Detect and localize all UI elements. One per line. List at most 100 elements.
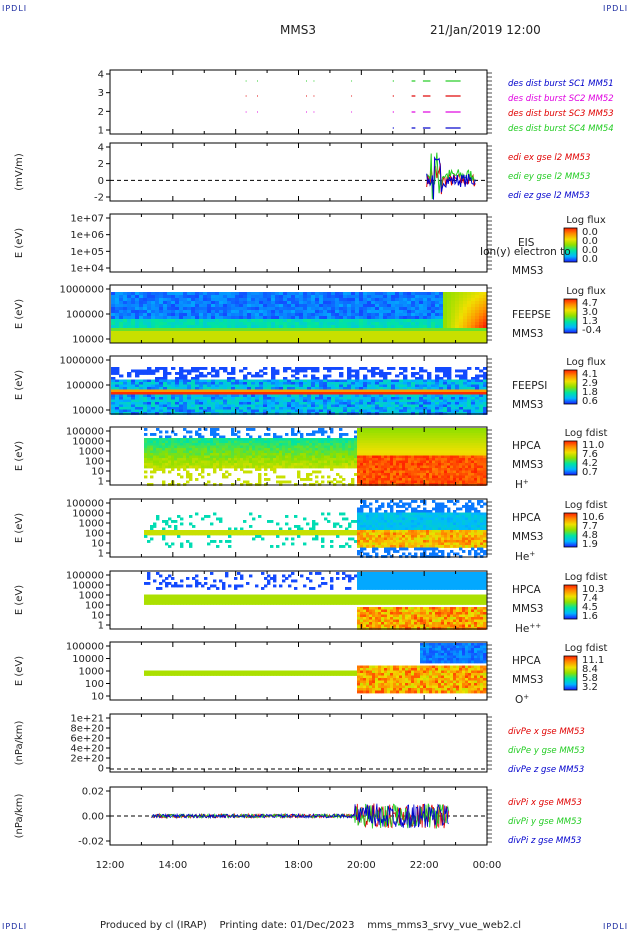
heatmap-cell: [379, 331, 384, 335]
heatmap-cell: [355, 304, 360, 308]
heatmap-cell: [267, 313, 272, 317]
heatmap-cell: [455, 319, 460, 323]
heatmap-cell: [335, 316, 340, 320]
heatmap-cell: [351, 480, 355, 484]
heatmap-cell: [275, 331, 280, 335]
heatmap-cell: [264, 473, 268, 476]
heatmap-cell: [463, 307, 468, 311]
heatmap-cell: [255, 295, 260, 299]
heatmap-cell: [247, 313, 252, 317]
heatmap-cell: [222, 445, 226, 449]
heatmap-cell: [479, 397, 484, 400]
heatmap-cell: [239, 409, 244, 413]
heatmap-cell: [187, 292, 192, 296]
heatmap-cell: [467, 331, 472, 335]
heatmap-cell: [213, 468, 217, 471]
heatmap-cell: [395, 295, 400, 299]
heatmap-cell: [203, 399, 208, 403]
heatmap-cell: [395, 387, 400, 390]
heatmap-cell: [327, 316, 332, 320]
heatmap-cell: [408, 475, 412, 479]
heatmap-cell: [163, 328, 168, 332]
heatmap-cell: [399, 445, 403, 449]
heatmap-cell: [231, 407, 236, 410]
heatmap-cell: [279, 392, 284, 395]
heatmap-cell: [115, 334, 120, 338]
heatmap-cell: [267, 409, 272, 413]
heatmap-cell: [307, 397, 312, 400]
heatmap-cell: [479, 310, 484, 314]
heatmap-cell: [311, 382, 316, 385]
heatmap-cell: [163, 304, 168, 308]
heatmap-cell: [279, 394, 284, 398]
heatmap-cell: [455, 374, 460, 378]
heatmap-cell: [267, 448, 271, 451]
heatmap-cell: [287, 407, 292, 410]
heatmap-cell: [219, 445, 223, 449]
heatmap-cell: [387, 384, 392, 388]
heatmap-cell: [299, 399, 304, 403]
heatmap-cell: [403, 298, 408, 302]
heatmap-cell: [275, 392, 280, 395]
heatmap-cell: [291, 428, 295, 431]
heatmap-cell: [175, 392, 180, 395]
heatmap-cell: [342, 440, 346, 444]
heatmap-cell: [443, 372, 448, 375]
heatmap-cell: [405, 430, 409, 434]
heatmap-cell: [237, 478, 241, 481]
heatmap-cell: [279, 475, 283, 479]
heatmap-cell: [143, 384, 148, 388]
heatmap-cell: [402, 460, 406, 464]
heatmap-cell: [443, 392, 448, 395]
heatmap-cell: [294, 458, 298, 461]
heatmap-cell: [307, 404, 312, 408]
heatmap-cell: [283, 397, 288, 400]
heatmap-cell: [411, 382, 416, 385]
heatmap-cell: [366, 440, 370, 444]
heatmap-cell: [336, 438, 340, 441]
heatmap-cell: [127, 328, 132, 332]
heatmap-cell: [423, 382, 428, 385]
heatmap-cell: [318, 453, 322, 456]
heatmap-cell: [143, 295, 148, 299]
heatmap-cell: [315, 319, 320, 323]
heatmap-cell: [249, 463, 253, 466]
heatmap-cell: [219, 453, 223, 456]
heatmap-cell: [379, 384, 384, 388]
heatmap-cell: [391, 319, 396, 323]
heatmap-cell: [159, 377, 164, 380]
heatmap-cell: [427, 301, 432, 305]
heatmap-cell: [375, 334, 380, 338]
heatmap-cell: [387, 455, 391, 459]
heatmap-cell: [144, 450, 148, 454]
heatmap-cell: [459, 331, 464, 335]
heatmap-cell: [251, 404, 256, 408]
heatmap-cell: [294, 440, 298, 444]
heatmap-cell: [357, 478, 361, 481]
heatmap-cell: [127, 307, 132, 311]
heatmap-cell: [279, 382, 284, 385]
heatmap-cell: [415, 307, 420, 311]
heatmap-cell: [372, 450, 376, 454]
heatmap-cell: [431, 409, 436, 413]
y-axis-label: E (eV): [14, 370, 25, 400]
heatmap-cell: [222, 473, 226, 476]
heatmap-cell: [357, 453, 361, 456]
heatmap-cell: [411, 389, 416, 393]
heatmap-cell: [303, 334, 308, 338]
heatmap-cell: [360, 443, 364, 446]
heatmap-cell: [402, 463, 406, 466]
heatmap-cell: [463, 374, 468, 378]
heatmap-cell: [399, 316, 404, 320]
heatmap-cell: [135, 379, 140, 383]
heatmap-cell: [354, 438, 358, 441]
heatmap-cell: [403, 367, 408, 370]
heatmap-cell: [375, 443, 379, 446]
heatmap-cell: [309, 455, 313, 459]
heatmap-cell: [379, 337, 384, 341]
heatmap-cell: [273, 443, 277, 446]
heatmap-cell: [396, 453, 400, 456]
heatmap-cell: [369, 430, 373, 434]
heatmap-cell: [307, 292, 312, 296]
heatmap-cell: [195, 399, 200, 403]
